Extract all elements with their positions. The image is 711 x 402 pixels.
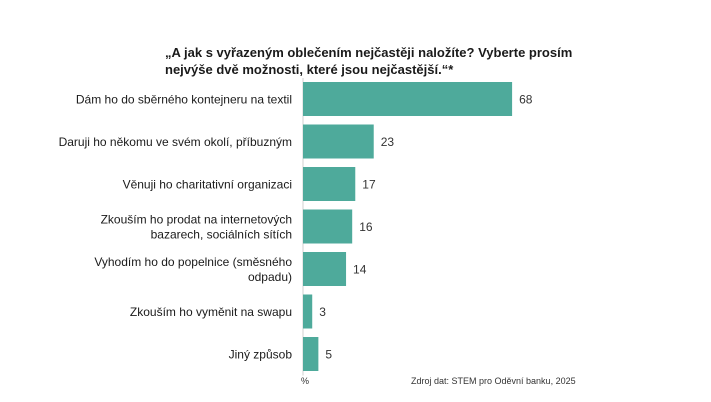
chart-title-line-2: nejvýše dvě možnosti, které jsou nejčast… [165, 62, 454, 77]
category-label: Vyhodím ho do popelnice (směsného [94, 255, 292, 269]
data-label: 3 [319, 305, 326, 319]
data-label: 68 [519, 93, 533, 107]
bar [303, 167, 356, 201]
category-label: bazarech, sociálních sítích [151, 228, 292, 242]
category-label: Daruji ho někomu ve svém okolí, příbuzný… [59, 135, 292, 149]
category-label: Jiný způsob [229, 348, 293, 362]
category-label: Dám ho do sběrného kontejneru na textil [76, 93, 292, 107]
data-label: 16 [359, 220, 373, 234]
data-label: 14 [353, 263, 367, 277]
bar [303, 294, 313, 329]
chart-title-line-1: „A jak s vyřazeným oblečením nejčastěji … [165, 45, 573, 60]
category-label: Zkouším ho vyměnit na swapu [130, 305, 292, 319]
data-label: 5 [325, 348, 332, 362]
source-note: Zdroj dat: STEM pro Oděvní banku, 2025 [411, 376, 576, 386]
unit-label: % [301, 376, 310, 386]
data-label: 23 [381, 135, 395, 149]
category-label: odpadu) [248, 270, 292, 284]
data-label: 17 [362, 178, 376, 192]
bar [303, 209, 353, 244]
category-label: Věnuji ho charitativní organizaci [123, 178, 292, 192]
bar [303, 337, 319, 371]
category-label: Zkouším ho prodat na internetových [101, 213, 292, 227]
chart-title: „A jak s vyřazeným oblečením nejčastěji … [165, 44, 605, 78]
bar [303, 124, 374, 159]
bar [303, 82, 513, 116]
bar [303, 252, 347, 286]
